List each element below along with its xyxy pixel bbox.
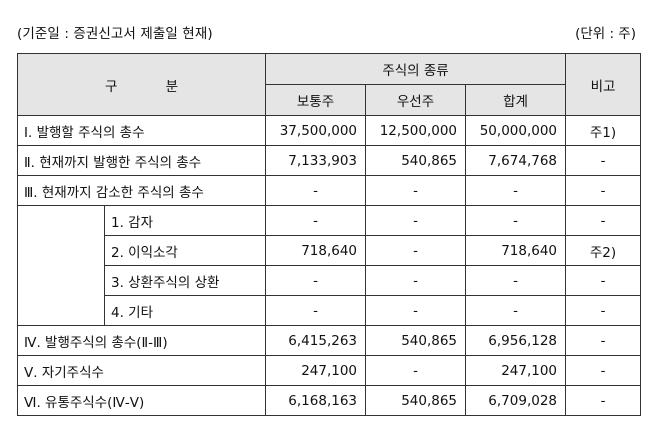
preferred-value: 12,500,000	[365, 115, 467, 146]
remarks-value: 주1)	[565, 115, 642, 146]
total-value: -	[465, 175, 567, 206]
row-label: Ⅵ. 유통주식수(Ⅳ-Ⅴ)	[16, 385, 267, 416]
stock-type-header: 주식의 종류	[265, 53, 567, 85]
remarks-value: -	[565, 175, 642, 206]
common-value: 7,133,903	[265, 145, 367, 176]
table-row: Ⅲ. 현재까지 감소한 주식의 총수 - - - -	[16, 175, 642, 206]
common-value: 247,100	[265, 355, 367, 386]
common-value: -	[265, 265, 367, 296]
preferred-value: -	[365, 235, 467, 266]
preferred-value: -	[365, 175, 467, 206]
remarks-value: -	[565, 205, 642, 236]
total-value: -	[465, 205, 567, 236]
preferred-value: 540,865	[365, 145, 467, 176]
total-value: 718,640	[465, 235, 567, 266]
table-row: 2. 이익소각 718,640 - 718,640 주2)	[18, 235, 642, 266]
row-label: Ⅲ. 현재까지 감소한 주식의 총수	[16, 175, 267, 206]
header-row-bottom: 보통주 우선주 합계	[18, 84, 641, 116]
common-value: 37,500,000	[265, 115, 367, 146]
common-value: -	[265, 295, 367, 326]
indent-blank-cell	[17, 205, 105, 326]
header-row-top: 구 분 주식의 종류 비고	[16, 53, 642, 116]
row-label: Ⅴ. 자기주식수	[16, 355, 267, 386]
total-value: 6,956,128	[465, 325, 567, 356]
remarks-value: -	[565, 145, 642, 176]
preferred-value: -	[365, 355, 467, 386]
common-value: -	[265, 205, 367, 236]
common-value: -	[265, 175, 367, 206]
table-row: Ⅴ. 자기주식수 247,100 - 247,100 -	[16, 355, 642, 386]
common-value: 718,640	[265, 235, 367, 266]
category-header: 구 분	[16, 53, 267, 116]
row-label: 1. 감자	[103, 205, 267, 236]
row-label: Ⅳ. 발행주식의 총수(Ⅱ-Ⅲ)	[16, 325, 267, 356]
total-value: 247,100	[465, 355, 567, 386]
total-header: 합계	[465, 84, 567, 116]
total-value: 50,000,000	[465, 115, 567, 146]
remarks-header: 비고	[565, 53, 642, 116]
remarks-value: 주2)	[565, 235, 642, 266]
preferred-value: 540,865	[365, 385, 467, 416]
table-row: Ⅵ. 유통주식수(Ⅳ-Ⅴ) 6,168,163 540,865 6,709,02…	[16, 385, 642, 416]
preferred-stock-header: 우선주	[365, 84, 467, 116]
remarks-value: -	[565, 325, 642, 356]
row-label: Ⅰ. 발행할 주식의 총수	[16, 115, 267, 146]
preferred-value: -	[365, 295, 467, 326]
common-value: 6,415,263	[265, 325, 367, 356]
table-row: Ⅰ. 발행할 주식의 총수 37,500,000 12,500,000 50,0…	[16, 115, 642, 146]
stock-count-table: 구 분 주식의 종류 비고 보통주 우선주 합계 Ⅰ. 발행할 주식의 총수 3…	[16, 53, 642, 416]
row-label: 3. 상환주식의 상환	[103, 265, 267, 296]
table-row: 4. 기타 - - - -	[18, 295, 642, 326]
table-row: Ⅳ. 발행주식의 총수(Ⅱ-Ⅲ) 6,415,263 540,865 6,956…	[16, 325, 642, 356]
table-row: 3. 상환주식의 상환 - - - -	[18, 265, 642, 296]
total-value: -	[465, 265, 567, 296]
table-row: Ⅱ. 현재까지 발행한 주식의 총수 7,133,903 540,865 7,6…	[16, 145, 642, 176]
total-value: -	[465, 295, 567, 326]
total-value: 6,709,028	[465, 385, 567, 416]
remarks-value: -	[565, 385, 642, 416]
remarks-value: -	[565, 265, 642, 296]
preferred-value: -	[365, 265, 467, 296]
basis-date-caption: (기준일 : 증권신고서 제출일 현재)	[17, 26, 213, 42]
remarks-value: -	[565, 295, 642, 326]
row-label: Ⅱ. 현재까지 발행한 주식의 총수	[16, 145, 267, 176]
row-label: 4. 기타	[103, 295, 267, 326]
unit-caption: (단위 : 주)	[575, 26, 636, 42]
common-value: 6,168,163	[265, 385, 367, 416]
remarks-value: -	[565, 355, 642, 386]
preferred-value: 540,865	[365, 325, 467, 356]
table-row: 1. 감자 - - - -	[17, 205, 642, 326]
row-label: 2. 이익소각	[103, 235, 267, 266]
common-stock-header: 보통주	[265, 84, 367, 116]
total-value: 7,674,768	[465, 145, 567, 176]
preferred-value: -	[365, 205, 467, 236]
